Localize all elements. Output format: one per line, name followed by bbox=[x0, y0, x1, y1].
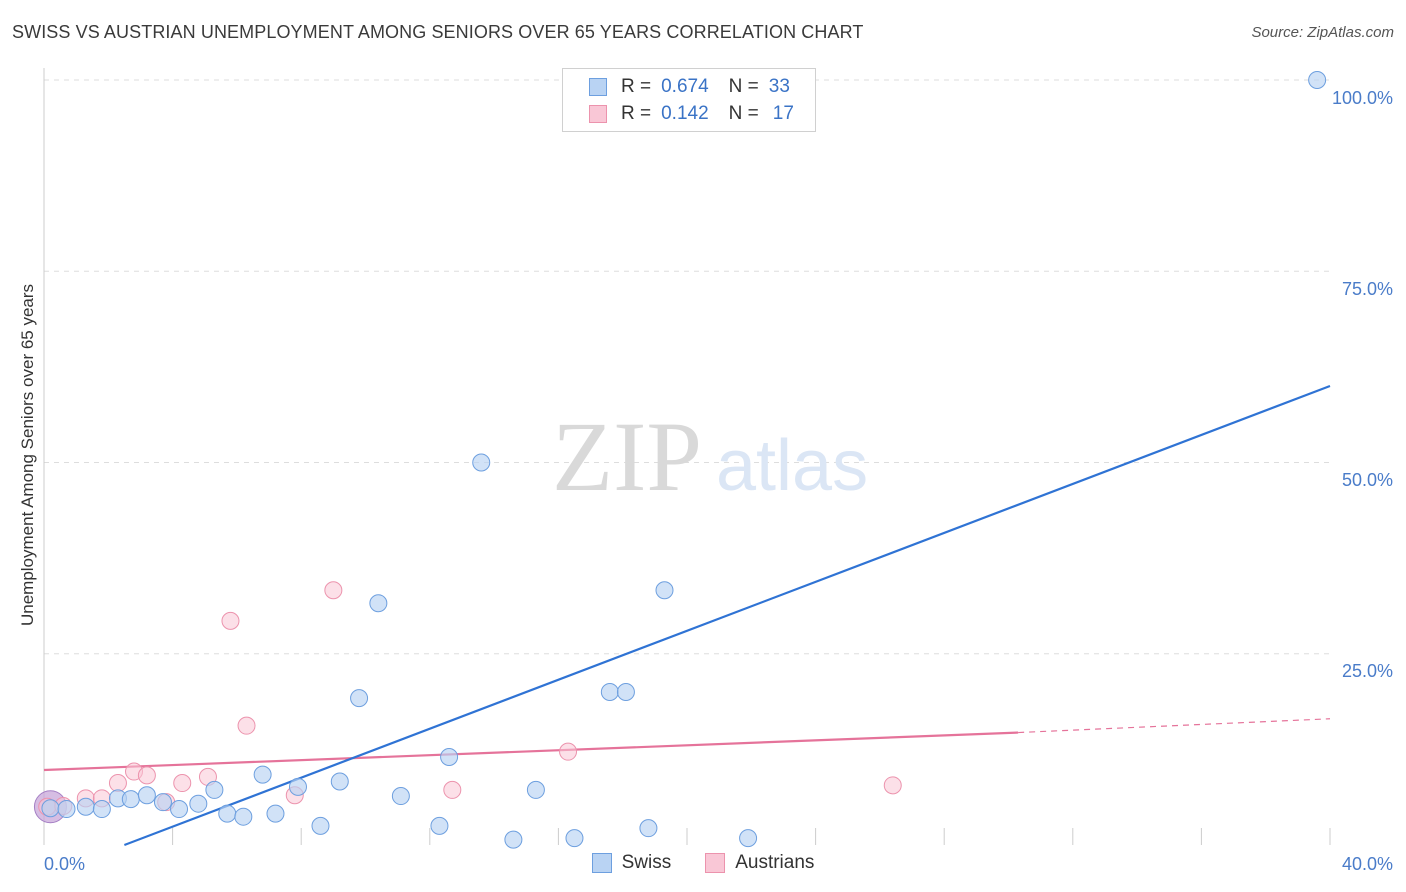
swiss-point bbox=[330, 772, 349, 791]
swiss-point bbox=[600, 683, 619, 701]
series-name-swiss: Swiss bbox=[621, 852, 672, 873]
series-swatch-austrians bbox=[705, 853, 726, 873]
watermark-atlas: atlas bbox=[716, 426, 868, 506]
series-legend-austrians: Austrians bbox=[705, 852, 814, 874]
swiss-point bbox=[311, 816, 330, 835]
legend-n-label: N = bbox=[728, 76, 759, 97]
swiss-point bbox=[205, 780, 224, 799]
legend-r-value: 0.142 bbox=[661, 103, 709, 124]
legend-n-value: 33 bbox=[768, 76, 790, 97]
austrians-point bbox=[559, 742, 578, 761]
legend-row-austrians: R = 0.142 N = 17 bbox=[589, 101, 794, 127]
austrians-point bbox=[137, 766, 156, 785]
swiss-point bbox=[391, 787, 410, 806]
legend-n-value: 17 bbox=[772, 103, 794, 124]
y-tick-label: 75.0% bbox=[1342, 279, 1393, 299]
swiss-point bbox=[153, 793, 172, 812]
swiss-point bbox=[57, 800, 76, 819]
swiss-point bbox=[430, 816, 449, 835]
gridlines bbox=[44, 79, 1330, 655]
trend-lines bbox=[43, 384, 1331, 847]
watermark: ZIP atlas bbox=[552, 401, 868, 512]
austrians-point bbox=[108, 774, 127, 793]
swiss-point bbox=[616, 683, 635, 701]
series-legend: Swiss Austrians bbox=[0, 852, 1406, 874]
swiss-point bbox=[526, 780, 545, 799]
chart-source: Source: ZipAtlas.com bbox=[1251, 24, 1394, 41]
swiss-point bbox=[504, 830, 523, 849]
tick-labels: 100.0% 75.0% 50.0% 25.0% 0.0% 40.0% bbox=[44, 88, 1393, 874]
y-axis-label: Unemployment Among Seniors over 65 years bbox=[18, 283, 37, 627]
x-tick-label: 0.0% bbox=[44, 854, 85, 874]
legend-swatch-austrians bbox=[589, 105, 607, 123]
series-swatch-swiss bbox=[591, 853, 612, 873]
swiss-trend-line bbox=[123, 384, 1331, 847]
swiss-point bbox=[253, 765, 272, 784]
swiss-point bbox=[137, 786, 156, 805]
legend-r-label: R = bbox=[621, 103, 652, 124]
axes bbox=[43, 68, 1331, 845]
data-points bbox=[33, 71, 1327, 849]
legend-r-label: R = bbox=[621, 76, 652, 97]
y-tick-label: 50.0% bbox=[1342, 470, 1393, 490]
austrians-point bbox=[173, 774, 192, 793]
series-name-austrians: Austrians bbox=[735, 852, 815, 873]
swiss-point bbox=[739, 829, 758, 848]
series-legend-swiss: Swiss bbox=[591, 852, 672, 874]
swiss-point bbox=[350, 689, 369, 708]
swiss-point bbox=[266, 804, 285, 823]
y-tick-label: 25.0% bbox=[1342, 661, 1393, 681]
swiss-point bbox=[472, 453, 491, 472]
swiss-point bbox=[655, 581, 674, 600]
swiss-point bbox=[639, 819, 658, 838]
austrians-point bbox=[443, 780, 462, 799]
legend-n-label: N = bbox=[728, 103, 759, 124]
austrians-trend-line bbox=[43, 731, 1019, 772]
austrians-point bbox=[883, 776, 902, 795]
swiss-point bbox=[234, 807, 253, 826]
swiss-point bbox=[41, 799, 60, 818]
austrians-point bbox=[237, 716, 256, 735]
legend-r-value: 0.674 bbox=[661, 76, 709, 97]
swiss-point bbox=[218, 804, 237, 823]
swiss-point bbox=[288, 777, 307, 796]
austrians-point bbox=[324, 581, 343, 600]
chart-title: SWISS VS AUSTRIAN UNEMPLOYMENT AMONG SEN… bbox=[12, 22, 864, 42]
watermark-zip: ZIP bbox=[552, 401, 702, 512]
swiss-point bbox=[565, 829, 584, 848]
austrians-trend-extension bbox=[1018, 718, 1331, 734]
swiss-point bbox=[170, 800, 189, 819]
swiss-point bbox=[76, 797, 95, 816]
x-tick-label: 40.0% bbox=[1342, 854, 1393, 874]
austrians-point bbox=[221, 611, 240, 630]
swiss-point bbox=[369, 594, 388, 613]
legend-swatch-swiss bbox=[589, 78, 607, 96]
y-tick-label: 100.0% bbox=[1332, 88, 1393, 108]
swiss-point bbox=[92, 800, 111, 819]
swiss-point bbox=[189, 794, 208, 813]
legend-row-swiss: R = 0.674 N = 33 bbox=[589, 74, 790, 100]
swiss-point bbox=[121, 790, 140, 809]
correlation-legend: R = 0.674 N = 33 R = 0.142 N = 17 bbox=[562, 68, 816, 132]
swiss-point bbox=[440, 748, 459, 767]
swiss-point bbox=[1308, 71, 1327, 89]
